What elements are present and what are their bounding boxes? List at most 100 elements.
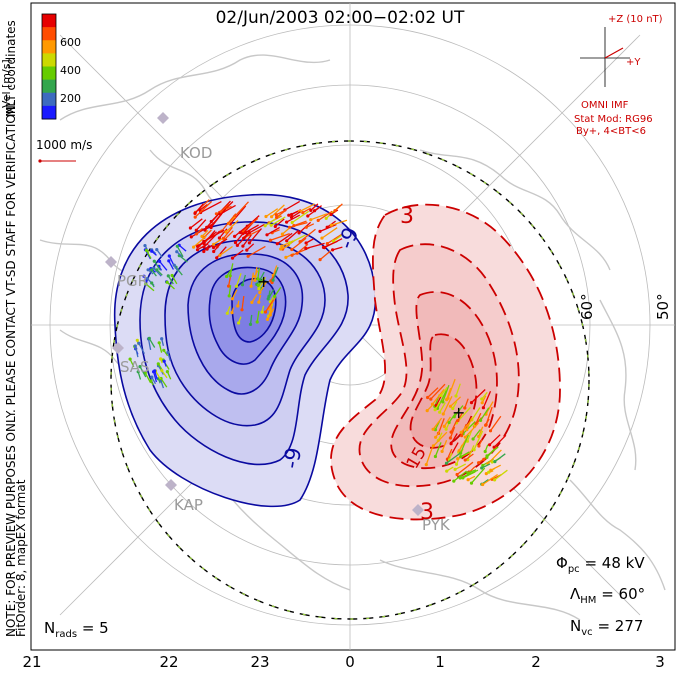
velocity-vector-origin xyxy=(424,463,428,467)
velocity-vector-origin xyxy=(189,235,193,239)
colorbar-tick-600: 600 xyxy=(60,36,81,49)
plot-frame xyxy=(30,2,676,651)
colorbar-swatch xyxy=(42,66,56,81)
velocity-vector xyxy=(482,473,498,486)
velocity-vector-origin xyxy=(485,455,489,459)
velocity-vector-origin xyxy=(288,241,292,245)
velocity-vector-origin xyxy=(153,369,157,373)
velocity-vector-origin xyxy=(463,458,467,462)
velocity-vector xyxy=(430,383,446,400)
velocity-vector xyxy=(455,383,461,397)
velocity-vector xyxy=(427,387,439,398)
velocity-vector xyxy=(291,237,307,251)
velocity-vector xyxy=(139,366,147,378)
n-vc-symbol: N xyxy=(570,617,582,635)
velocity-vector xyxy=(235,233,244,244)
velocity-vector xyxy=(310,213,328,221)
velocity-vector-origin xyxy=(152,266,156,270)
velocity-vector xyxy=(153,260,161,271)
map-title: 02/Jun/2003 02:00−02:02 UT xyxy=(215,8,465,28)
velocity-vector xyxy=(446,448,453,460)
lambda-hm-sub: HM xyxy=(580,595,597,606)
velocity-vector xyxy=(464,422,479,438)
velocity-vector-origin xyxy=(268,238,273,242)
velocity-vector xyxy=(193,235,207,248)
velocity-vector xyxy=(471,389,486,404)
velocity-vector xyxy=(478,426,484,437)
velocity-vector xyxy=(274,287,282,297)
velocity-vector xyxy=(286,214,301,223)
velocity-vector-origin xyxy=(441,412,445,416)
velocity-vector-origin xyxy=(214,212,218,216)
velocity-vector xyxy=(494,453,506,463)
velocity-vector xyxy=(473,430,484,451)
imf-dial xyxy=(580,27,630,87)
velocity-vector-origin xyxy=(265,233,269,237)
colorbar-swatch xyxy=(42,79,56,94)
velocity-vector xyxy=(326,233,343,245)
velocity-vector-origin xyxy=(165,280,169,284)
velocity-vector xyxy=(272,265,278,276)
velocity-vector-origin xyxy=(301,211,305,215)
velocity-vector-origin xyxy=(481,406,485,410)
velocity-vector-origin xyxy=(203,228,207,232)
velocity-vector xyxy=(249,223,265,234)
velocity-vector-origin xyxy=(321,245,326,249)
velocity-vector-origin xyxy=(429,397,433,401)
velocity-vector xyxy=(432,417,443,430)
velocity-vector xyxy=(176,245,184,258)
velocity-vector-origin xyxy=(284,255,288,259)
velocity-vector-origin xyxy=(453,467,457,471)
velocity-vector xyxy=(225,220,239,233)
velocity-vector-origin xyxy=(448,404,453,408)
velocity-vector xyxy=(227,276,232,287)
imf-z-label: +Z (10 nT) xyxy=(608,14,663,25)
velocity-vector-origin xyxy=(331,239,336,243)
velocity-vector xyxy=(464,398,469,409)
mlt-tick-2: 2 xyxy=(531,653,541,671)
velocity-vector-origin xyxy=(253,278,257,282)
velocity-vector-origin xyxy=(156,362,160,366)
velocity-vector-origin xyxy=(477,444,481,448)
potential-maximum-marker: + xyxy=(452,403,465,422)
velocity-vector-origin xyxy=(138,365,142,369)
station-sas: SAS xyxy=(120,358,150,376)
velocity-vector xyxy=(486,448,495,458)
velocity-vector xyxy=(443,416,451,427)
hm-boundary-model-vectors xyxy=(110,140,590,620)
velocity-vector-origin xyxy=(290,220,294,225)
velocity-vector-origin xyxy=(150,375,154,379)
velocity-vector-origin xyxy=(233,234,237,238)
velocity-vector-origin xyxy=(466,478,470,482)
velocity-vector-origin xyxy=(193,215,197,219)
velocity-vector xyxy=(435,396,442,406)
velocity-vector xyxy=(134,345,139,358)
positive-potential-cell xyxy=(330,203,561,521)
velocity-vector xyxy=(247,245,266,257)
velocity-vector xyxy=(317,210,333,221)
velocity-vector-origin xyxy=(270,215,274,219)
velocity-vector-origin xyxy=(268,313,272,317)
velocity-vector-origin xyxy=(256,277,260,281)
velocity-vector-origin xyxy=(480,397,484,401)
velocity-vector-origin xyxy=(240,308,244,312)
velocity-vector-origin xyxy=(448,436,452,440)
velocity-vector-origin xyxy=(135,338,139,342)
velocity-vector-origin xyxy=(290,247,294,252)
velocity-vector-origin xyxy=(167,259,171,263)
phi-pc-sub: pc xyxy=(567,564,580,575)
velocity-vector-origin xyxy=(260,310,264,314)
velocity-vector-origin xyxy=(480,401,484,405)
velocity-vector-origin xyxy=(459,430,463,434)
velocity-vector xyxy=(259,281,267,293)
velocity-vector xyxy=(145,283,155,292)
velocity-vector-origin xyxy=(456,457,460,461)
velocity-vector xyxy=(152,371,158,383)
velocity-vector xyxy=(456,461,474,476)
velocity-vector-origin xyxy=(469,481,474,485)
velocity-vector xyxy=(234,201,249,218)
velocity-vector-origin xyxy=(212,249,216,254)
velocity-vector-origin xyxy=(484,423,488,427)
velocity-vector-origin xyxy=(224,230,228,234)
